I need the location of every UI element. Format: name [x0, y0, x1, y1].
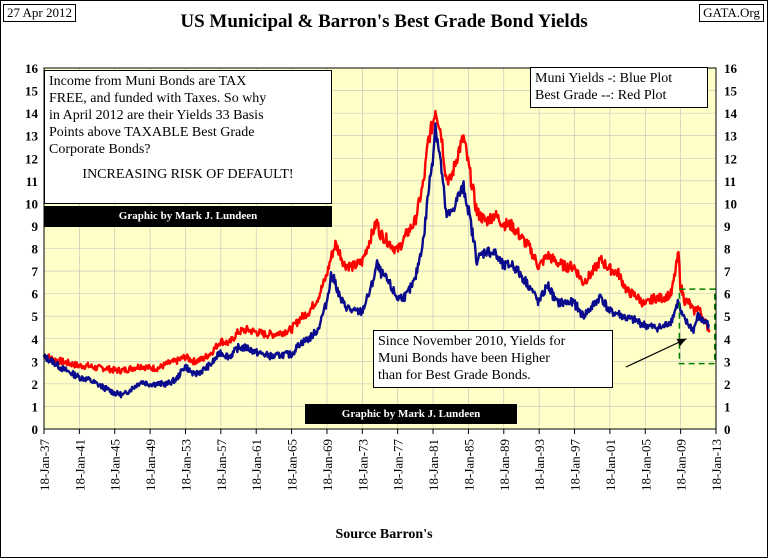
y-tick-label-left: 10: [25, 196, 38, 211]
x-tick-label: 18-Jan-61: [249, 439, 264, 491]
x-tick-label: 18-Jan-41: [72, 439, 87, 491]
callout-arrow-head: [676, 338, 687, 347]
x-tick-label: 18-Jan-37: [37, 439, 52, 491]
x-tick-label: 18-Jan-89: [497, 439, 512, 491]
x-tick-label: 18-Jan-13: [709, 439, 724, 491]
date-label: 27 Apr 2012: [3, 4, 76, 22]
callout-note: Since November 2010, Yields for Muni Bon…: [373, 330, 613, 388]
question-line-2: FREE, and funded with Taxes. So why: [49, 91, 267, 106]
y-tick-label-right: 7: [724, 264, 731, 279]
callout-line-3: than for Best Grade Bonds.: [378, 368, 531, 383]
y-tick-label-right: 6: [724, 287, 731, 302]
y-tick-label-left: 6: [32, 287, 39, 302]
x-tick-label: 18-Jan-49: [143, 439, 158, 491]
y-tick-label-right: 4: [724, 332, 731, 347]
x-tick-label: 18-Jan-05: [638, 439, 653, 491]
y-tick-label-right: 5: [724, 309, 731, 324]
y-tick-label-left: 8: [32, 242, 39, 257]
callout-line-1: Since November 2010, Yields for: [378, 334, 566, 349]
x-tick-label: 18-Jan-09: [674, 439, 689, 491]
y-tick-label-right: 9: [724, 219, 731, 234]
question-note: Income from Muni Bonds are TAX FREE, and…: [44, 70, 332, 204]
y-tick-label-left: 1: [32, 399, 39, 414]
y-tick-label-right: 1: [724, 399, 731, 414]
source-tag: GATA.Org: [699, 4, 764, 22]
x-tick-label: 18-Jan-97: [568, 439, 583, 491]
x-tick-label: 18-Jan-01: [603, 439, 618, 491]
y-tick-label-right: 3: [724, 354, 731, 369]
y-tick-label-left: 14: [25, 106, 39, 121]
x-tick-label: 18-Jan-85: [461, 439, 476, 491]
legend-best-grade: Best Grade --: Red Plot: [535, 88, 667, 103]
y-tick-label-left: 9: [32, 219, 39, 234]
x-tick-label: 18-Jan-57: [214, 439, 229, 491]
y-tick-label-right: 13: [724, 129, 738, 144]
credit-banner-bottom: Graphic by Mark J. Lundeen: [305, 404, 517, 424]
warning-text: INCREASING RISK OF DEFAULT!: [82, 167, 294, 182]
x-axis: 18-Jan-37 18-Jan-41 18-Jan-45 18-Jan-49 18-J…: [37, 429, 724, 491]
chart-title: US Municipal & Barron's Best Grade Bond …: [180, 11, 588, 32]
callout-line-2: Muni Bonds have been Higher: [378, 351, 550, 366]
plot-border: [43, 67, 717, 430]
y-tick-label-left: 15: [25, 84, 39, 99]
x-tick-label: 18-Jan-93: [532, 439, 547, 491]
y-tick-label-left: 13: [25, 129, 39, 144]
y-tick-label-left: 4: [32, 332, 39, 347]
x-tick-label: 18-Jan-65: [285, 439, 300, 491]
question-line-5: Corporate Bonds?: [49, 142, 151, 157]
y-tick-label-right: 8: [724, 242, 731, 257]
legend-note: Muni Yields -: Blue Plot Best Grade --: …: [530, 67, 708, 108]
y-tick-label-left: 7: [32, 264, 39, 279]
x-tick-label: 18-Jan-73: [355, 439, 370, 491]
y-tick-label-left: 12: [25, 151, 38, 166]
y-tick-label-right: 11: [724, 174, 736, 189]
x-tick-label: 18-Jan-45: [108, 439, 123, 491]
y-tick-label-right: 2: [724, 377, 731, 392]
question-line-4: Points above TAXABLE Best Grade: [49, 125, 255, 140]
x-tick-label: 18-Jan-81: [426, 439, 441, 491]
y-tick-label-right: 12: [724, 151, 737, 166]
series-line-muni: [42, 122, 710, 399]
y-tick-label-left: 3: [32, 354, 39, 369]
question-line-3: in April 2012 are their Yields 33 Basis: [49, 108, 264, 123]
y-tick-label-right: 10: [724, 196, 737, 211]
y-tick-label-left: 16: [25, 61, 39, 76]
legend-muni: Muni Yields -: Blue Plot: [535, 71, 673, 86]
y-tick-label-right: 0: [724, 422, 731, 437]
x-tick-label: 18-Jan-69: [320, 439, 335, 491]
y-tick-label-right: 16: [724, 61, 738, 76]
x-tick-label: 18-Jan-53: [178, 439, 193, 491]
y-tick-label-left: 2: [32, 377, 39, 392]
series-line-best-grade: [43, 109, 711, 375]
series-layer: [42, 109, 711, 399]
question-line-1: Income from Muni Bonds are TAX: [49, 74, 247, 89]
y-tick-label-left: 11: [26, 174, 38, 189]
callout-arrow: [625, 338, 687, 368]
credit-banner-top: Graphic by Mark J. Lundeen: [44, 206, 332, 227]
x-axis-title: Source Barron's: [335, 527, 433, 542]
x-tick-label: 18-Jan-77: [391, 439, 406, 491]
y-tick-label-right: 14: [724, 106, 738, 121]
y-tick-label-right: 15: [724, 84, 738, 99]
y-tick-label-left: 0: [32, 422, 39, 437]
highlight-box: [678, 288, 716, 365]
y-tick-label-left: 5: [32, 309, 39, 324]
